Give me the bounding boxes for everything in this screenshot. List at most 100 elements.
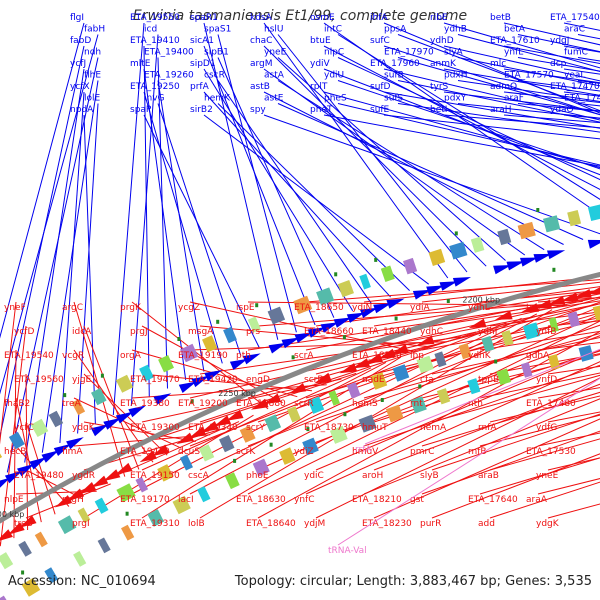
gene-label-ydao[interactable]: ydaO	[550, 105, 574, 115]
gene-label-eta-17640[interactable]: ETA_17640	[468, 495, 518, 505]
gene-label-ydhd[interactable]: ydhD	[430, 36, 454, 46]
gene-label-eta-19470[interactable]: ETA_19470	[130, 375, 180, 385]
gene-label-nlpc[interactable]: nlpC	[324, 48, 344, 58]
gene-label-beta[interactable]: betA	[504, 25, 526, 35]
gene-label-araf[interactable]: araF	[504, 94, 524, 104]
gene-label-ydic[interactable]: ydiC	[304, 471, 324, 481]
gene-label-argm[interactable]: argM	[250, 59, 273, 69]
gene-label-prgi[interactable]: prgI	[72, 519, 90, 529]
trna-label-trna-val[interactable]: tRNA-Val	[328, 546, 367, 556]
gene-label-gst[interactable]: gst	[410, 495, 424, 505]
gene-label-sufb[interactable]: sufB	[384, 71, 404, 81]
gene-label-ynee[interactable]: yneE	[264, 48, 287, 58]
gene-label-ydjm[interactable]: ydjM	[304, 519, 325, 529]
gene-label-hmuv[interactable]: hmuV	[352, 447, 379, 457]
gene-label-tyrs[interactable]: tyrS	[430, 82, 449, 92]
gene-label-purr[interactable]: purR	[420, 519, 441, 529]
gene-label-nema[interactable]: nemA	[420, 423, 447, 433]
gene-label-gdha[interactable]: gdhA	[526, 351, 550, 361]
trna-label-rrfa[interactable]: rrfA	[355, 445, 372, 455]
gene-label-ynfd[interactable]: ynfD	[536, 375, 557, 385]
gene-label-eta-18640[interactable]: ETA_18640	[246, 519, 296, 529]
gene-label-eta-18230[interactable]: ETA_18230	[362, 519, 412, 529]
gene-label-eta-17970[interactable]: ETA_17970	[384, 48, 434, 58]
gene-label-nth[interactable]: nth	[468, 399, 483, 409]
gene-label-ydhl[interactable]: ydhL	[468, 303, 490, 313]
gene-label-eta-19400[interactable]: ETA_19400	[144, 48, 194, 58]
gene-label-sipb1[interactable]: sipB1	[204, 48, 229, 58]
gene-label-anmk[interactable]: anmK	[430, 59, 457, 69]
gene-label-ydgj[interactable]: ydgJ	[550, 36, 569, 46]
gene-label-ynef[interactable]: yneF	[4, 303, 26, 313]
gene-label-phes[interactable]: pheS	[324, 94, 347, 104]
gene-label-eta-17960[interactable]: ETA_17960	[370, 59, 420, 69]
gene-label-icd[interactable]: icd	[144, 25, 157, 35]
gene-label-npda[interactable]: npdA	[70, 105, 94, 115]
gene-label-eta-17540[interactable]: ETA_17540	[550, 13, 600, 23]
gene-label-eta-19170[interactable]: ETA_19170	[120, 495, 170, 505]
gene-label-ydiu[interactable]: ydiU	[324, 71, 344, 81]
gene-label-prgk[interactable]: prgK	[120, 303, 142, 313]
gene-label-spas1[interactable]: spaS1	[204, 25, 231, 35]
gene-label-scrr[interactable]: scrR	[294, 399, 314, 409]
gene-label-intc[interactable]: intC	[324, 25, 342, 35]
gene-label-eta-17610[interactable]: ETA_17610	[490, 36, 540, 46]
gene-label-dcp[interactable]: dcp	[550, 59, 567, 69]
gene-label-eta-18440[interactable]: ETA_18440	[362, 327, 412, 337]
gene-label-fima[interactable]: fimA	[62, 447, 83, 457]
gene-label-osme[interactable]: osmE	[310, 13, 335, 23]
gene-label-rnt[interactable]: rnt	[410, 399, 423, 409]
gene-label-ihfa[interactable]: ihfA	[370, 13, 388, 23]
gene-label-ycfj[interactable]: ycfJ	[70, 59, 86, 69]
gene-label-ydhb[interactable]: ydhB	[444, 25, 467, 35]
gene-label-ygdr[interactable]: ygdR	[72, 471, 95, 481]
gene-label-eta-19540[interactable]: ETA_19540	[4, 351, 54, 361]
gene-label-ycgz[interactable]: ycgZ	[178, 303, 200, 313]
gene-label-yjge[interactable]: yjgE	[72, 375, 92, 385]
gene-label-hems[interactable]: hemS	[352, 399, 378, 409]
gene-label-fhab2[interactable]: fhaB2	[4, 399, 30, 409]
gene-label-eta-19480[interactable]: ETA_19480	[14, 471, 64, 481]
gene-label-orga[interactable]: orgA	[120, 351, 142, 361]
gene-label-treb[interactable]: treB	[14, 519, 33, 529]
gene-label-eta-17570[interactable]: ETA_17570	[504, 71, 554, 81]
gene-label-engd[interactable]: engD	[246, 375, 270, 385]
gene-label-cfa[interactable]: cfa	[420, 375, 434, 385]
gene-label-arah[interactable]: araH	[490, 105, 512, 115]
trna-gene-labels[interactable]: tRNA-Val rrfA	[328, 251, 600, 556]
gene-label-eta-19150[interactable]: ETA_19150	[130, 471, 180, 481]
gene-label-eta-19430[interactable]: ETA_19430	[120, 447, 170, 457]
gene-label-tppb[interactable]: tppB	[478, 375, 499, 385]
gene-label-eta-17530[interactable]: ETA_17530	[526, 447, 576, 457]
reverse-gene-labels[interactable]: yneF ycfD ETA_19540 ETA_19560 fhaB2 ycfC hecB E…	[4, 303, 576, 529]
gene-label-eta-19250[interactable]: ETA_19250	[130, 82, 180, 92]
gene-label-lpp[interactable]: lpp	[410, 351, 424, 361]
gene-label-scra[interactable]: scrA	[294, 351, 314, 361]
gene-label-ycfx[interactable]: ycfX	[70, 82, 90, 92]
gene-label-eta-17450[interactable]: ETA_17450	[564, 94, 600, 104]
gene-label-vcgr[interactable]: vcgR	[62, 351, 84, 361]
gene-label-flhe[interactable]: flhE	[84, 71, 101, 81]
gene-label-rplt[interactable]: rplT	[310, 82, 328, 92]
gene-label-hecb[interactable]: hecB	[4, 447, 26, 457]
gene-label-lolb[interactable]: lolB	[188, 519, 205, 529]
gene-label-ydjn[interactable]: ydjN	[352, 303, 372, 313]
gene-label-arac[interactable]: araC	[564, 25, 585, 35]
gene-label-yeal[interactable]: yeaL	[564, 71, 585, 81]
gene-label-sufe[interactable]: sufE	[370, 105, 390, 115]
gene-label-mlc[interactable]: mlc	[490, 59, 506, 69]
gene-label-eta-18660[interactable]: ETA_18660	[304, 327, 354, 337]
gene-label-eta-18730[interactable]: ETA_18730	[304, 423, 354, 433]
gene-label-eta-19310[interactable]: ETA_19310	[130, 519, 180, 529]
gene-label-eta-18630[interactable]: ETA_18630	[236, 495, 286, 505]
gene-label-eta-18650[interactable]: ETA_18650	[294, 303, 344, 313]
gene-label-pdxy[interactable]: pdxY	[444, 94, 467, 104]
gene-label-scry[interactable]: scrY	[246, 423, 265, 433]
gene-label-fumc[interactable]: fumC	[564, 48, 588, 58]
gene-label-cscr[interactable]: cscR	[204, 71, 225, 81]
gene-label-sica1[interactable]: sicA1	[190, 36, 214, 46]
gene-label-betb[interactable]: betB	[490, 13, 511, 23]
gene-label-ribe[interactable]: ribE	[430, 13, 448, 23]
gene-label-eta-18500[interactable]: ETA_18500	[352, 351, 402, 361]
